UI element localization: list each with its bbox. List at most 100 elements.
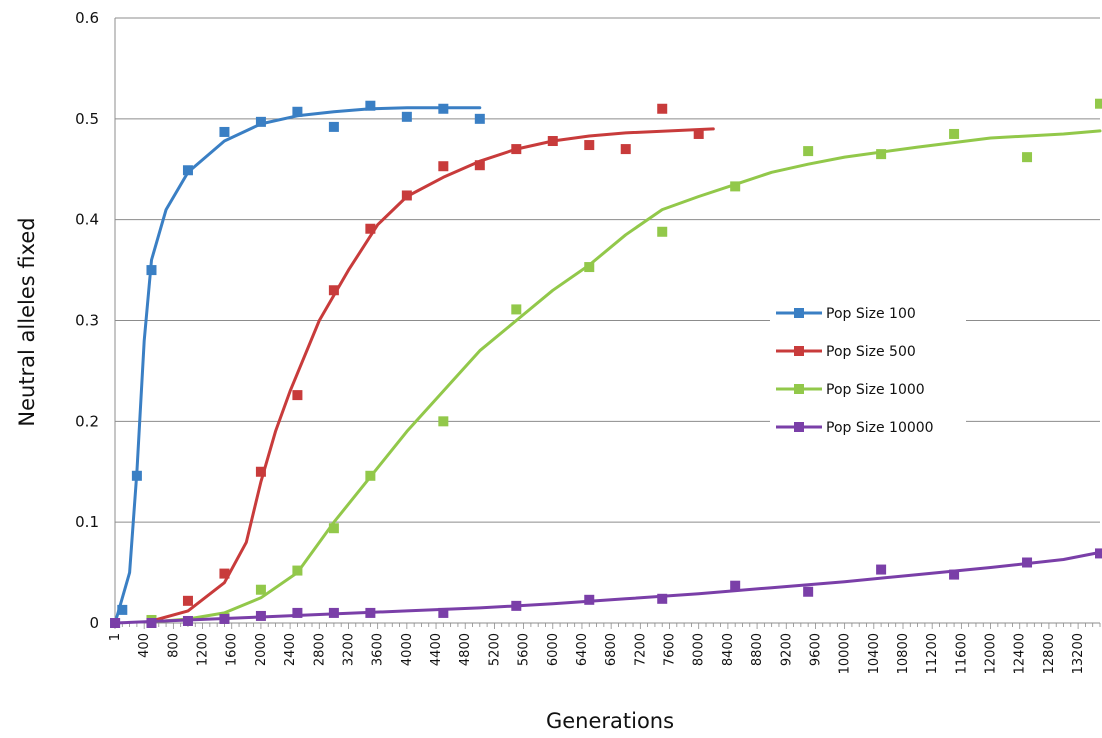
data-point — [182, 595, 193, 606]
y-tick-label: 0.1 — [75, 513, 99, 531]
y-axis-title: Neutral alleles fixed — [15, 217, 39, 426]
legend-label: Pop Size 10000 — [826, 420, 934, 436]
data-point — [547, 136, 558, 147]
data-point — [292, 390, 303, 401]
x-tick-label: 8400 — [721, 633, 736, 666]
x-tick-label: 6800 — [604, 633, 619, 666]
x-tick-label: 6000 — [546, 633, 561, 666]
data-point — [438, 607, 449, 618]
trend-line — [113, 106, 482, 625]
x-tick-label: 4400 — [429, 633, 444, 666]
y-tick-label: 0.3 — [75, 312, 99, 330]
data-point — [110, 618, 121, 628]
data-point — [1022, 557, 1033, 568]
data-point — [730, 181, 741, 192]
x-tick-label: 2400 — [283, 633, 298, 666]
x-tick-label: 5600 — [517, 633, 532, 666]
data-point — [730, 580, 741, 591]
data-point — [474, 113, 485, 124]
x-tick-label: 2800 — [312, 633, 327, 666]
legend: Pop Size 100 Pop Size 500 Pop Size 1000 Pop… — [770, 298, 966, 438]
data-point — [255, 610, 266, 621]
data-point — [584, 594, 595, 605]
x-tick-label: 12000 — [984, 633, 999, 674]
data-point — [693, 128, 704, 139]
data-point — [182, 615, 193, 626]
y-tick-label: 0.6 — [75, 9, 99, 27]
x-tick-label: 8800 — [750, 633, 765, 666]
data-point — [255, 584, 266, 595]
data-point — [511, 600, 522, 611]
x-tick-labels: 1 400 800 1200 1600 2000 2400 2800 3200 3600 4000 4… — [108, 633, 1086, 674]
legend-item: Pop Size 500 — [776, 344, 916, 360]
x-tick-label: 12800 — [1042, 633, 1057, 674]
legend-marker — [794, 422, 804, 432]
data-point — [949, 128, 960, 139]
x-tick-label: 12400 — [1013, 633, 1028, 674]
legend-label: Pop Size 1000 — [826, 382, 925, 398]
data-point — [328, 285, 339, 296]
x-tick-label: 1600 — [225, 633, 240, 666]
data-point — [146, 618, 157, 628]
series-2 — [146, 98, 1102, 625]
y-tick-label: 0.4 — [75, 211, 99, 229]
x-tick-label: 13200 — [1071, 633, 1086, 674]
data-point — [328, 121, 339, 132]
x-tick-label: 9600 — [808, 633, 823, 666]
data-point — [803, 586, 814, 597]
x-tick-label: 800 — [166, 633, 181, 658]
x-tick-label: 2000 — [254, 633, 269, 666]
data-point — [438, 416, 449, 427]
data-point — [255, 466, 266, 477]
data-point — [219, 568, 230, 579]
data-point — [365, 100, 376, 111]
y-tick-label: 0 — [89, 614, 99, 632]
data-point — [474, 160, 485, 171]
trend-line — [113, 550, 1102, 625]
data-point — [438, 103, 449, 114]
data-point — [1022, 152, 1033, 163]
x-axis-title: Generations — [546, 709, 674, 733]
data-point — [438, 161, 449, 172]
x-tick-label: 8000 — [692, 633, 707, 666]
legend-marker — [794, 308, 804, 318]
data-point — [511, 304, 522, 315]
legend-marker — [794, 346, 804, 356]
trend-line — [150, 129, 1102, 624]
legend-item: Pop Size 1000 — [776, 382, 925, 398]
data-point — [876, 149, 887, 160]
data-point — [1095, 548, 1102, 559]
legend-item: Pop Size 10000 — [776, 420, 934, 436]
x-tick-label: 11600 — [954, 633, 969, 674]
data-point — [292, 106, 303, 117]
data-point — [328, 523, 339, 534]
data-point — [131, 470, 142, 481]
data-point — [803, 146, 814, 157]
x-tick-label: 4000 — [400, 633, 415, 666]
axes — [114, 18, 1101, 629]
data-point — [219, 613, 230, 624]
series-group — [110, 98, 1102, 628]
x-tick-label: 6400 — [575, 633, 590, 666]
legend-label: Pop Size 100 — [826, 306, 916, 322]
data-point — [219, 126, 230, 137]
y-tick-label: 0.2 — [75, 412, 99, 430]
x-tick-label: 7600 — [663, 633, 678, 666]
series-0 — [110, 100, 485, 628]
legend-box — [770, 298, 966, 438]
legend-label: Pop Size 500 — [826, 344, 916, 360]
data-point — [292, 607, 303, 618]
data-point — [182, 165, 193, 176]
x-tick-label: 9200 — [779, 633, 794, 666]
grid-lines — [115, 17, 1100, 523]
x-tick-label: 5200 — [487, 633, 502, 666]
data-point — [584, 262, 595, 273]
x-tick-label: 3200 — [341, 633, 356, 666]
data-point — [876, 564, 887, 575]
data-point — [657, 103, 668, 114]
x-tick-label: 10000 — [838, 633, 853, 674]
data-point — [584, 140, 595, 151]
series-1 — [146, 103, 715, 626]
data-point — [949, 569, 960, 580]
x-tick-label: 1200 — [196, 633, 211, 666]
